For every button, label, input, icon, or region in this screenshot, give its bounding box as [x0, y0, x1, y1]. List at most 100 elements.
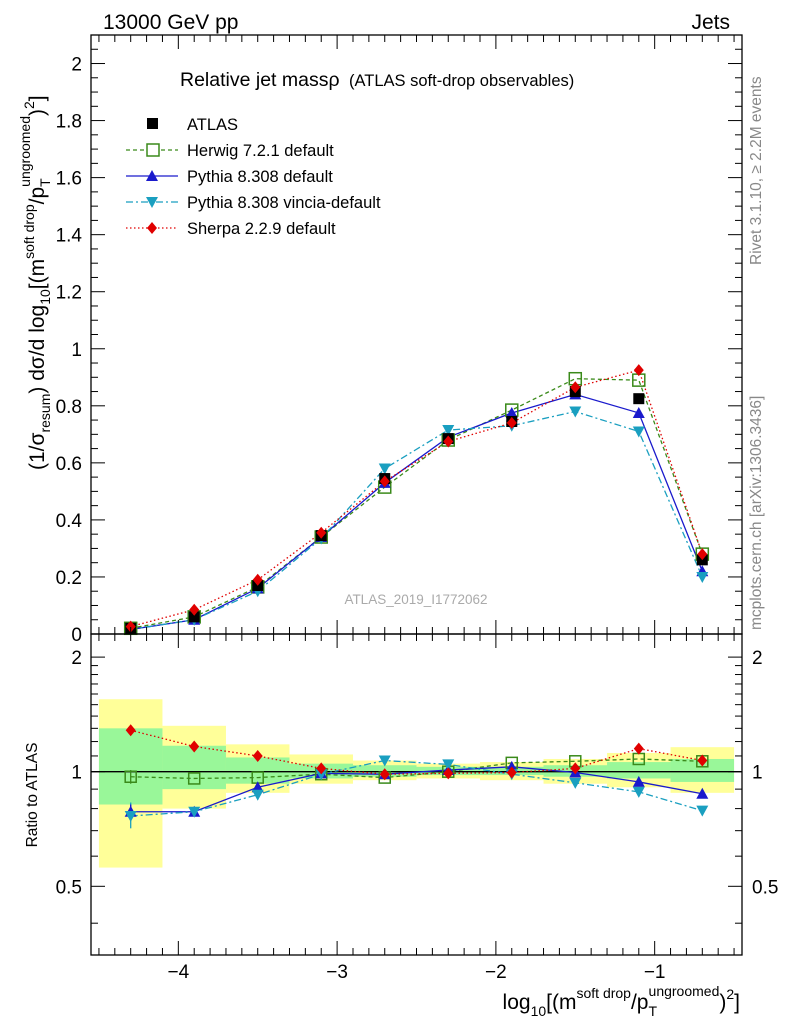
- rivet-label: Rivet 3.1.10, ≥ 2.2M events: [748, 76, 765, 265]
- legend-marker-atlas: [147, 118, 158, 129]
- main-ticks-layer: 0 0.2 0.4 0.6 0.8 1 1.2 1.4 1.6 1.8 2: [56, 35, 742, 646]
- ratio-point-vincia-0: [124, 810, 137, 822]
- main-ytick-label-9: 1.8: [56, 112, 82, 133]
- legend-label-atlas: ATLAS: [187, 116, 238, 134]
- main-point-sherpa-8: [633, 364, 644, 377]
- main-point-pythia-8: [632, 406, 645, 418]
- main-ytick-label-0: 0: [71, 625, 82, 646]
- main-point-sherpa-5: [443, 435, 454, 448]
- main-point-sherpa-6: [506, 416, 517, 429]
- ratio-point-herwig-0: [124, 770, 137, 783]
- ratio-point-herwig-1: [187, 772, 201, 785]
- ratio-band-inner-1: [162, 745, 226, 790]
- ratio-panel: 0.5 0.5 1 1 2 2 −4 −3 −2 −1 Ratio to ATLAS log10[…: [24, 633, 778, 1019]
- ratio-line-herwig: [130, 758, 703, 780]
- ratio-line-vincia: [130, 759, 703, 817]
- ratio-ytick-label-2: 2: [71, 648, 82, 669]
- ratio-marks-layer: [91, 699, 742, 868]
- main-line-sherpa: [130, 369, 703, 628]
- ratio-band-inner-9: [670, 758, 735, 782]
- main-point-vincia-4: [378, 463, 391, 475]
- ratio-point-pythia-2: [251, 781, 264, 793]
- legend-item-atlas: ATLAS: [147, 116, 238, 134]
- main-ytick-label-2: 0.4: [56, 511, 83, 532]
- ratio-ticks-layer: 0.5 0.5 1 1 2 2 −4 −3 −2 −1: [56, 634, 778, 983]
- legend-item-pythia: Pythia 8.308 default: [126, 168, 333, 186]
- main-point-sherpa-0: [125, 620, 136, 633]
- ratio-point-vincia-7: [569, 777, 582, 789]
- legend-label-herwig: Herwig 7.2.1 default: [187, 142, 334, 160]
- main-point-vincia-9: [696, 571, 709, 583]
- xtick-label-1: −3: [326, 962, 348, 983]
- main-ytick-label-10: 2: [71, 55, 82, 76]
- ratio-point-vincia-5: [442, 759, 455, 771]
- ratio-ytick-label-right-2: 2: [752, 648, 763, 669]
- xtick-label-0: −4: [167, 962, 189, 983]
- main-point-vincia-8: [632, 426, 645, 438]
- main-ytick-label-5: 1: [71, 340, 82, 361]
- ratio-band-inner-8: [607, 762, 671, 779]
- legend-item-vincia: Pythia 8.308 vincia-default: [126, 194, 381, 212]
- main-point-sherpa-9: [697, 548, 708, 561]
- ratio-point-pythia-9: [696, 787, 709, 799]
- ratio-point-sherpa-1: [189, 740, 200, 753]
- xlabel: log10[(msoft drop/pTungroomed)2]: [503, 983, 740, 1019]
- ratio-point-vincia-9: [696, 805, 709, 817]
- main-line-vincia: [130, 410, 703, 631]
- analysis-watermark: ATLAS_2019_I1772062: [344, 592, 487, 607]
- main-line-pythia: [130, 393, 703, 631]
- mcplots-label: mcplots.cern.ch [arXiv:1306.3436]: [748, 396, 765, 630]
- main-ytick-label-4: 0.8: [56, 397, 82, 418]
- ratio-point-pythia-8: [632, 775, 645, 787]
- energy-label: 13000 GeV pp: [103, 11, 238, 34]
- main-ylabel: (1/σresum) dσ/d log10[(msoft drop/pTungr…: [17, 95, 53, 470]
- main-marks-layer: [123, 364, 710, 636]
- category-label: Jets: [691, 11, 730, 34]
- ratio-ytick-label-right-0: 0.5: [752, 877, 778, 898]
- main-ytick-label-3: 0.6: [56, 454, 82, 475]
- legend-marker-pythia: [146, 170, 158, 181]
- main-point-sherpa-4: [379, 475, 390, 488]
- xtick-label-3: −1: [644, 962, 666, 983]
- ratio-point-sherpa-5: [443, 767, 454, 780]
- legend-item-herwig: Herwig 7.2.1 default: [126, 142, 334, 160]
- legend-label-vincia: Pythia 8.308 vincia-default: [187, 194, 381, 212]
- main-point-sherpa-7: [570, 381, 581, 394]
- legend-label-sherpa: Sherpa 2.2.9 default: [187, 220, 336, 238]
- ratio-point-vincia-2: [251, 789, 264, 801]
- legend-marker-sherpa: [147, 222, 157, 234]
- ratio-point-sherpa-0: [125, 724, 136, 737]
- ratio-point-sherpa-8: [633, 742, 644, 755]
- main-panel: 0 0.2 0.4 0.6 0.8 1 1.2 1.4 1.6 1.8 2 Relative jet…: [17, 34, 743, 646]
- main-point-atlas-8: [633, 393, 645, 405]
- ratio-point-sherpa-4: [379, 768, 390, 781]
- ratio-band-inner-0: [98, 728, 163, 805]
- ratio-line-pythia: [130, 766, 703, 813]
- main-point-sherpa-2: [252, 573, 263, 586]
- ratio-ytick-label-1: 1: [71, 763, 82, 784]
- legend: ATLAS Herwig 7.2.1 default Pythia 8.308 …: [126, 116, 381, 238]
- main-point-vincia-7: [569, 406, 582, 418]
- main-ytick-label-6: 1.2: [56, 283, 82, 304]
- ratio-point-pythia-6: [505, 760, 518, 772]
- main-ytick-label-7: 1.4: [56, 226, 83, 247]
- legend-marker-vincia: [146, 197, 158, 208]
- xtick-label-2: −2: [485, 962, 507, 983]
- ratio-point-sherpa-3: [316, 762, 327, 775]
- ratio-point-sherpa-9: [697, 754, 708, 767]
- legend-label-pythia: Pythia 8.308 default: [187, 168, 333, 186]
- ratio-point-sherpa-7: [570, 762, 581, 775]
- main-ytick-label-1: 0.2: [56, 568, 82, 589]
- ratio-point-sherpa-6: [506, 766, 517, 779]
- ratio-ytick-label-right-1: 1: [752, 763, 763, 784]
- ratio-point-sherpa-2: [252, 749, 263, 762]
- ratio-point-vincia-3: [315, 769, 328, 781]
- main-point-sherpa-3: [316, 526, 327, 539]
- main-ytick-label-8: 1.6: [56, 169, 82, 190]
- main-point-sherpa-1: [189, 603, 200, 616]
- main-line-herwig: [130, 378, 703, 629]
- ratio-point-vincia-4: [378, 755, 391, 767]
- main-point-vincia-5: [442, 425, 455, 437]
- main-point-atlas-1: [188, 611, 200, 623]
